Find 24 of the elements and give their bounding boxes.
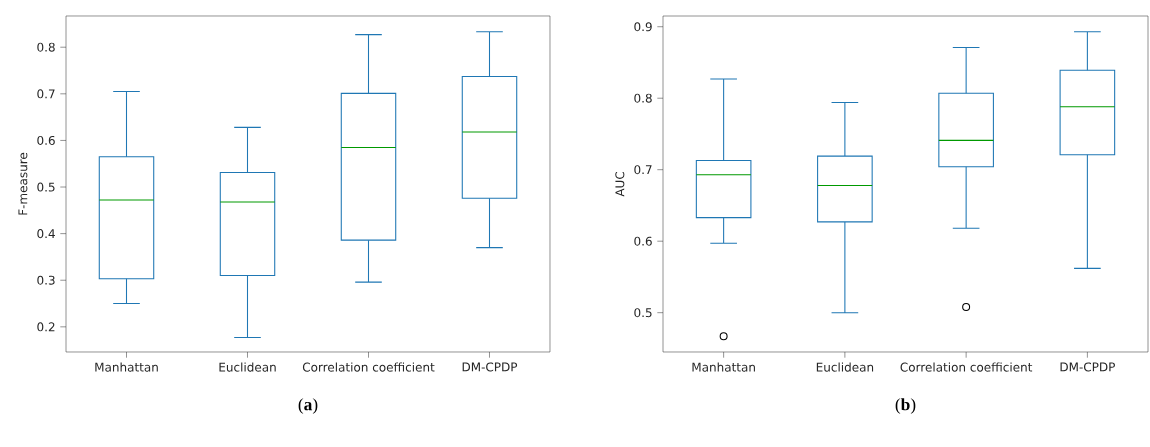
y-tick-label: 0.3 xyxy=(37,275,55,285)
y-tick-label: 0.4 xyxy=(37,229,55,239)
x-tick-label: Manhattan xyxy=(95,362,158,372)
y-tick-label: 0.8 xyxy=(634,93,652,103)
y-tick-label: 0.9 xyxy=(634,22,652,32)
x-tick-label: Correlation coefficient xyxy=(302,362,435,372)
y-tick-label: 0.2 xyxy=(37,322,55,332)
y-tick-label: 0.8 xyxy=(37,42,55,52)
y-tick-label: 0.7 xyxy=(37,89,55,99)
y-tick-label: 0.6 xyxy=(634,236,652,246)
y-tick-label: 0.7 xyxy=(634,165,652,175)
y-axis-title: AUC xyxy=(615,171,625,197)
text: (b) xyxy=(895,398,916,414)
x-tick-label: Manhattan xyxy=(692,362,755,372)
y-tick-label: 0.5 xyxy=(37,182,55,192)
y-axis-title: F-measure xyxy=(18,152,28,215)
x-tick-label: DM-CPDP xyxy=(1060,362,1115,372)
x-tick-label: DM-CPDP xyxy=(462,362,518,372)
x-tick-label: Euclidean xyxy=(816,362,874,372)
x-tick-label: Correlation coefficient xyxy=(900,362,1033,372)
y-tick-label: 0.6 xyxy=(37,135,55,145)
y-tick-label: 0.5 xyxy=(634,308,652,318)
text: (a) xyxy=(298,398,318,414)
x-tick-label: Euclidean xyxy=(219,362,276,372)
